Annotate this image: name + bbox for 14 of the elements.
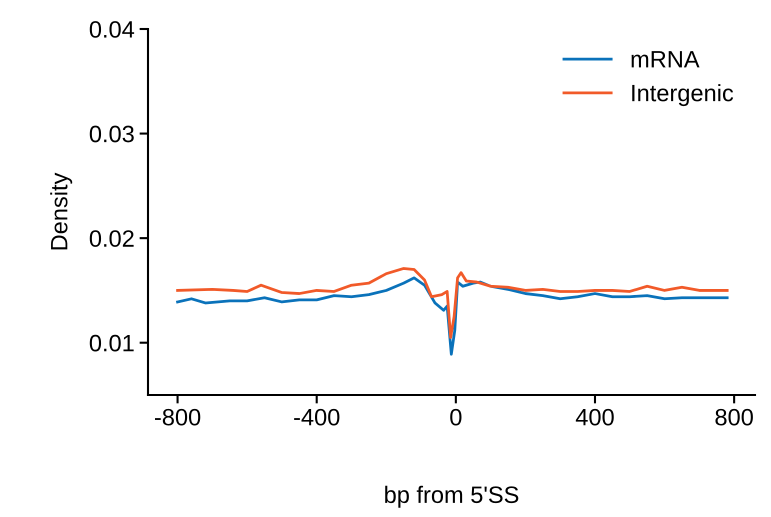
y-tick-label: 0.04: [90, 21, 134, 38]
y-tick-label: 0.01: [90, 334, 134, 352]
y-tick-label: 0.02: [90, 230, 134, 247]
x-tick-label: -800: [154, 408, 200, 426]
y-axis-title: Density: [50, 172, 72, 250]
line-series: [176, 267, 729, 339]
x-axis-title: bp from 5'SS: [385, 486, 518, 508]
x-tick-label: 0: [450, 408, 462, 426]
legend-label: mRNA: [632, 51, 700, 68]
x-tick-label: -400: [294, 408, 340, 426]
x-tick-label: 400: [576, 408, 614, 426]
y-tick-label: 0.03: [90, 126, 134, 142]
x-tick-label: 800: [715, 408, 753, 426]
legend-label: Intergenic: [632, 84, 734, 106]
